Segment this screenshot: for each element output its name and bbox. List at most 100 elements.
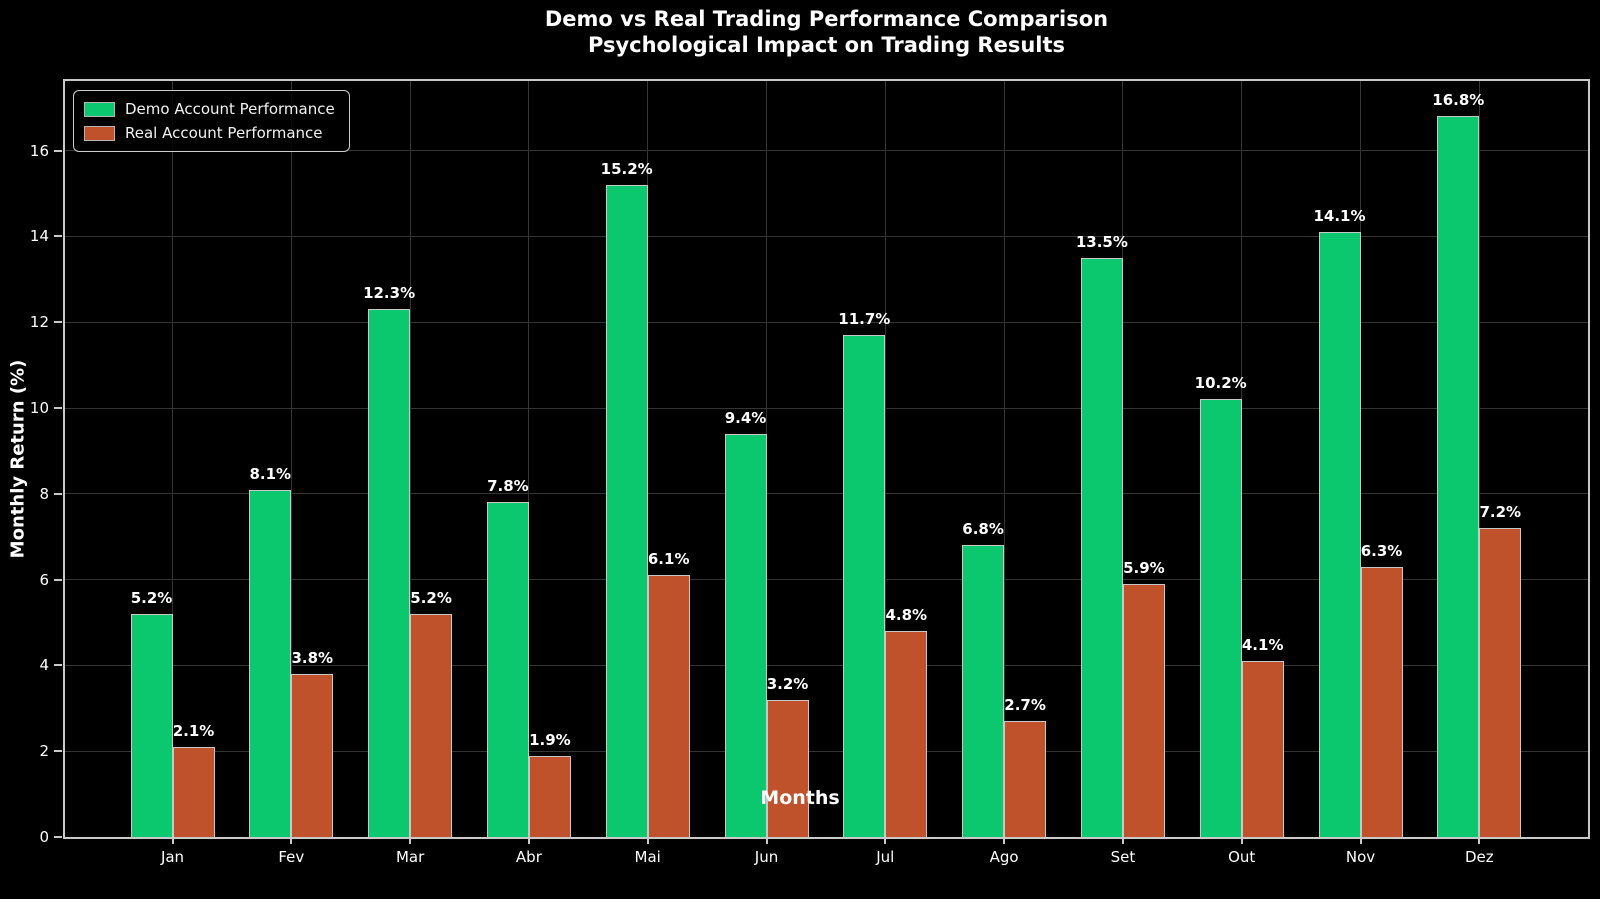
bar-value-label-demo-fev: 8.1% — [249, 464, 292, 483]
bar-value-label-demo-mar: 12.3% — [363, 284, 416, 303]
gridline-x-nov — [1360, 81, 1361, 837]
y-tick-mark-2 — [54, 750, 62, 753]
gridline-y-6 — [65, 579, 1588, 581]
bar-demo-mai — [605, 184, 648, 837]
x-tick-mark-nov — [1359, 837, 1362, 844]
y-tick-label-12: 12 — [29, 313, 49, 332]
bar-real-set — [1122, 583, 1165, 837]
y-tick-mark-14 — [54, 235, 62, 238]
bar-value-label-real-abr: 1.9% — [529, 730, 571, 749]
y-tick-label-2: 2 — [39, 742, 49, 761]
gridline-x-abr — [528, 81, 530, 837]
bar-value-label-demo-jan: 5.2% — [130, 588, 173, 607]
x-axis-title: Months — [760, 787, 840, 809]
x-tick-label-mar: Mar — [395, 848, 425, 866]
bar-real-nov — [1360, 566, 1403, 837]
legend-swatch-real — [84, 125, 115, 141]
gridline-y-12 — [65, 321, 1588, 323]
y-tick-mark-4 — [54, 664, 62, 667]
x-tick-mark-jun — [765, 837, 768, 844]
gridline-x-jun — [766, 81, 767, 837]
bar-demo-fev — [249, 489, 292, 837]
bar-value-label-real-mai: 6.1% — [647, 550, 690, 569]
plot-area: 5.2% 2.1% 8.1% 3.8% 12.3% 5.2% 7.8% 1.9% 15.2% 6.… — [8, 79, 1590, 866]
bar-value-label-real-mar: 5.2% — [410, 588, 452, 607]
legend-item-real: Real Account Performance — [84, 124, 335, 142]
bar-real-mai — [647, 575, 690, 837]
bar-real-jul — [885, 631, 928, 837]
x-tick-mark-set — [1121, 837, 1124, 844]
x-tick-label-out: Out — [1228, 848, 1256, 866]
y-tick-label-10: 10 — [29, 399, 49, 417]
bar-value-label-real-nov: 6.3% — [1360, 541, 1403, 560]
bar-real-mar — [410, 613, 453, 837]
y-tick-mark-0 — [54, 836, 62, 838]
x-tick-mark-out — [1240, 837, 1243, 844]
chart-title-line1: Demo vs Real Trading Performance Compari… — [544, 7, 1109, 31]
bar-value-label-real-jun: 3.2% — [766, 674, 809, 693]
gridline-y-8 — [65, 493, 1588, 495]
x-tick-label-set: Set — [1110, 848, 1136, 866]
x-tick-mark-mar — [409, 837, 412, 844]
gridline-y-16 — [65, 150, 1588, 152]
legend-label-real: Real Account Performance — [125, 124, 323, 142]
y-axis-title: Monthly Return (%) — [7, 359, 29, 559]
bar-demo-out — [1199, 399, 1242, 837]
bar-value-label-real-set: 5.9% — [1123, 558, 1165, 577]
bar-demo-nov — [1318, 232, 1361, 837]
y-tick-label-6: 6 — [39, 570, 49, 589]
y-tick-label-8: 8 — [39, 484, 49, 503]
gridline-y-2 — [65, 750, 1588, 752]
y-tick-label-4: 4 — [39, 656, 49, 675]
bar-real-out — [1241, 661, 1284, 837]
bar-real-abr — [528, 755, 571, 837]
gridline-x-set — [1122, 81, 1124, 837]
y-tick-label-0: 0 — [39, 828, 49, 846]
x-tick-label-abr: Abr — [515, 848, 542, 866]
y-tick-mark-10 — [54, 407, 62, 409]
bar-demo-mar — [368, 309, 411, 837]
legend: Demo Account Performance Real Account Pe… — [73, 90, 350, 152]
gridline-y-10 — [65, 407, 1588, 409]
bar-value-label-real-jan: 2.1% — [172, 721, 215, 740]
bar-value-label-real-ago: 2.7% — [1004, 696, 1046, 715]
bar-value-label-demo-abr: 7.8% — [487, 477, 529, 496]
bar-value-label-demo-set: 13.5% — [1075, 232, 1128, 251]
bar-demo-abr — [486, 502, 529, 837]
legend-item-demo: Demo Account Performance — [84, 100, 335, 118]
bar-value-label-demo-nov: 14.1% — [1313, 207, 1366, 226]
gridline-x-jul — [884, 81, 886, 837]
y-tick-mark-12 — [54, 321, 62, 324]
x-tick-label-jan: Jan — [160, 848, 185, 866]
x-tick-mark-abr — [527, 837, 530, 844]
bar-value-label-real-dez: 7.2% — [1479, 503, 1522, 522]
gridline-x-out — [1241, 81, 1243, 837]
bar-demo-jun — [724, 433, 767, 837]
bar-value-label-demo-mai: 15.2% — [600, 159, 653, 178]
bar-demo-jul — [843, 335, 886, 837]
gridline-x-mar — [409, 81, 411, 837]
gridline-x-mai — [647, 81, 649, 837]
bar-demo-set — [1080, 257, 1123, 837]
bar-real-fev — [291, 673, 334, 837]
bar-real-jan — [172, 746, 215, 837]
x-tick-mark-jan — [171, 837, 174, 844]
gridline-x-jan — [172, 81, 173, 837]
x-tick-label-jul: Jul — [876, 848, 895, 866]
bar-real-dez — [1479, 528, 1522, 837]
legend-swatch-demo — [84, 101, 115, 117]
gridline-y-4 — [65, 664, 1588, 666]
x-tick-label-dez: Dez — [1464, 848, 1494, 866]
bar-value-label-demo-dez: 16.8% — [1432, 91, 1485, 110]
x-tick-mark-mai — [646, 837, 649, 844]
legend-label-demo: Demo Account Performance — [125, 100, 335, 118]
bar-value-label-demo-jun: 9.4% — [724, 408, 767, 427]
x-tick-label-nov: Nov — [1345, 848, 1376, 866]
x-tick-mark-jul — [884, 837, 887, 844]
x-tick-label-jun: Jun — [754, 848, 779, 866]
bar-value-label-real-out: 4.1% — [1241, 636, 1284, 655]
x-tick-mark-ago — [1003, 837, 1006, 844]
chart-title: Demo vs Real Trading Performance Compari… — [63, 6, 1590, 58]
y-tick-mark-16 — [54, 149, 62, 152]
x-tick-mark-dez — [1478, 837, 1481, 844]
